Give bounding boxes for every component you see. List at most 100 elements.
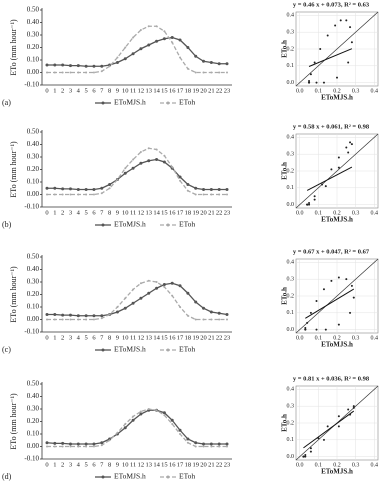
y-tick-label: -0.10: [24, 81, 39, 89]
x-tick-label: 5: [85, 209, 88, 216]
point: [352, 405, 355, 408]
point: [209, 61, 213, 64]
point: [322, 288, 325, 291]
x-tick-label: 0.0: [296, 88, 304, 94]
point: [337, 276, 340, 279]
point: [139, 29, 142, 31]
x-tick-label: 19: [192, 461, 199, 468]
point: [61, 193, 64, 196]
point: [186, 189, 189, 192]
point: [115, 310, 119, 314]
point: [209, 310, 213, 314]
x-tick-label: 13: [145, 461, 152, 468]
legend-marker: [166, 348, 170, 352]
point: [155, 148, 158, 151]
y-tick-label: 0.00: [27, 190, 40, 198]
x-tick-label: 12: [138, 87, 145, 94]
point: [202, 318, 205, 321]
point: [53, 193, 56, 196]
x-axis-label: EToMJS.h: [321, 216, 353, 224]
point: [322, 81, 325, 84]
point: [186, 46, 190, 49]
point: [53, 186, 57, 190]
point: [179, 56, 182, 59]
point: [350, 41, 353, 44]
x-tick-label: 2: [61, 87, 64, 94]
point: [77, 318, 80, 321]
point: [186, 314, 189, 317]
point: [306, 321, 309, 324]
point: [218, 71, 221, 74]
point: [313, 61, 316, 64]
x-tick-label: 11: [130, 87, 136, 94]
point: [84, 188, 88, 191]
x-tick-label: 11: [130, 334, 136, 341]
point: [69, 445, 72, 448]
x-tick-label: 14: [153, 209, 160, 216]
point: [315, 81, 318, 84]
point: [155, 39, 159, 43]
point: [108, 313, 111, 316]
y-tick-label: 0.0: [287, 80, 295, 86]
y-tick-label: -0.10: [24, 328, 39, 336]
x-tick-label: 7: [100, 461, 104, 468]
point: [45, 313, 49, 316]
point: [162, 37, 166, 41]
point: [132, 415, 135, 418]
x-tick-label: 11: [130, 209, 136, 216]
y-tick-label: 0.30: [27, 153, 40, 161]
y-tick-label: 0.20: [27, 417, 40, 425]
x-tick-label: 20: [200, 87, 207, 94]
point: [147, 279, 150, 282]
series-line: [47, 158, 227, 191]
series-line: [47, 280, 227, 321]
point: [139, 410, 142, 413]
point: [147, 291, 151, 295]
point: [100, 317, 103, 320]
point: [336, 76, 338, 79]
point: [202, 193, 205, 196]
point: [69, 193, 72, 196]
point: [226, 193, 228, 196]
x-axis-label: EToMJS.h: [321, 341, 353, 349]
point: [85, 193, 88, 196]
point: [179, 179, 182, 182]
point: [194, 300, 198, 304]
x-tick-label: 9: [116, 334, 119, 341]
y-tick-label: 0.2: [287, 293, 295, 299]
point: [162, 160, 166, 164]
point: [69, 318, 72, 321]
x-tick-label: 7: [100, 209, 104, 216]
point: [84, 442, 88, 446]
y-tick-label: 0.50: [27, 253, 40, 261]
point: [326, 425, 329, 428]
y-tick-label: 0.40: [27, 140, 40, 148]
point: [124, 297, 127, 300]
x-tick-label: 6: [92, 461, 96, 468]
point: [186, 437, 190, 441]
y-axis-label: ETo.h: [281, 40, 289, 58]
point: [100, 441, 104, 445]
point: [84, 314, 88, 318]
x-tick-label: 0.1: [315, 462, 323, 468]
point: [194, 441, 198, 445]
point: [61, 441, 65, 445]
x-tick-label: 20: [200, 209, 207, 216]
x-tick-label: 3: [69, 334, 72, 341]
x-tick-label: 8: [108, 334, 111, 341]
y-tick-label: -0.10: [24, 455, 39, 463]
point: [46, 71, 48, 74]
point: [319, 48, 322, 50]
y-tick-label: 0.50: [27, 6, 40, 14]
x-tick-label: 0: [45, 87, 48, 94]
x-tick-label: 0.2: [333, 462, 341, 468]
point: [124, 46, 127, 49]
point: [315, 300, 318, 303]
series-line: [47, 25, 227, 74]
x-tick-label: 2: [61, 334, 64, 341]
x-tick-label: 0.3: [352, 88, 360, 94]
point: [53, 445, 56, 448]
x-tick-label: 0: [45, 461, 48, 468]
point: [349, 311, 352, 314]
